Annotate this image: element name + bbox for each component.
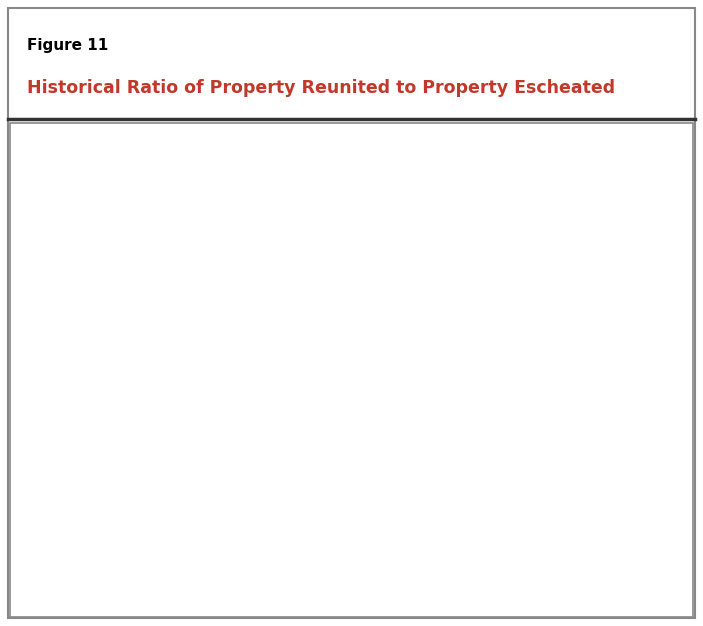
Text: Average: Average <box>591 304 643 317</box>
Text: Figure 11: Figure 11 <box>27 38 108 53</box>
Text: Historical Ratio of Property Reunited to Property Escheated: Historical Ratio of Property Reunited to… <box>27 79 615 97</box>
